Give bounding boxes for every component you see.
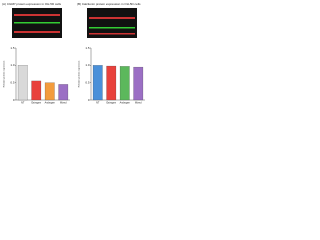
bar (17, 65, 28, 101)
y-tick-label: 0.5 (85, 80, 90, 84)
blot-band (14, 22, 60, 24)
y-axis-label: Relative protein expression (78, 60, 81, 87)
x-tick-label: Androgen (45, 102, 56, 105)
y-tick-label: 1.5 (85, 46, 90, 50)
y-tick-label: 0 (13, 98, 15, 102)
y-tick-label: 1.5 (10, 46, 15, 50)
x-tick-label: Mixed (135, 102, 142, 105)
bar (119, 66, 130, 101)
x-tick-label: NT (96, 102, 100, 105)
x-tick-label: Estrogen (106, 102, 116, 105)
y-axis-label: Relative protein expression (3, 60, 6, 87)
blot-b (87, 8, 137, 38)
blot-band (89, 33, 135, 35)
x-tick-label: Estrogen (31, 102, 41, 105)
y-tick-label: 1.0 (85, 63, 90, 67)
x-tick-label: Androgen (120, 102, 131, 105)
bar (31, 80, 42, 101)
x-tick-label: Mixed (60, 102, 67, 105)
bar (106, 65, 117, 101)
bar (58, 84, 69, 101)
blot-band (89, 27, 135, 29)
chart-title: (B) Calcitonin protein expression in OH-… (77, 2, 141, 6)
y-tick-label: 1.0 (10, 63, 15, 67)
x-tick-label: NT (21, 102, 25, 105)
figure: (A) CGRP protein expression in OH-5D cel… (2, 2, 145, 105)
blot-band (14, 14, 60, 16)
bar (133, 66, 144, 101)
y-tick-label: 0 (88, 98, 90, 102)
blot-a (12, 8, 62, 38)
bar (44, 82, 55, 101)
chart-title: (A) CGRP protein expression in OH-5D cel… (2, 2, 61, 6)
y-tick-label: 0.5 (10, 80, 15, 84)
bar (92, 65, 103, 101)
blot-band (89, 17, 135, 19)
blot-band (14, 31, 60, 33)
